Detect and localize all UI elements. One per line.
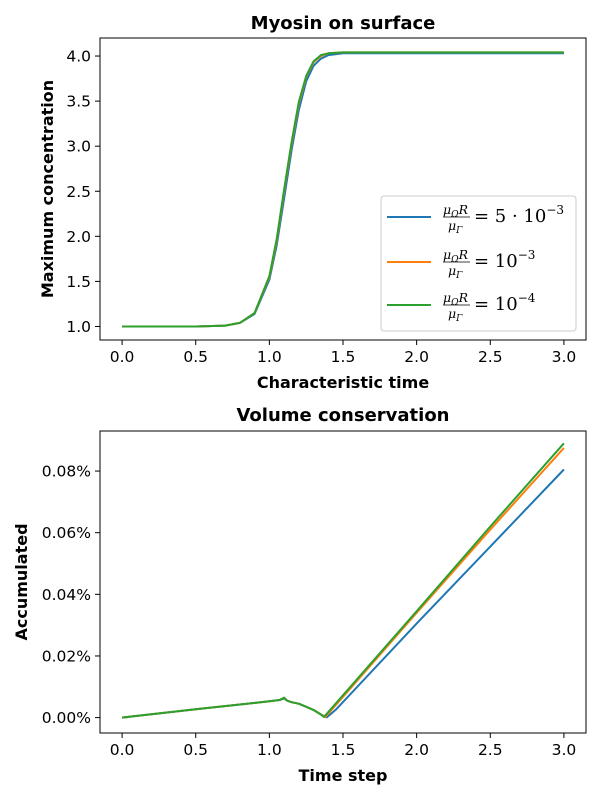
legend-label-2: μΩR μΓ = 10−3 bbox=[443, 247, 535, 281]
svg-text:= 10−3: = 10−3 bbox=[474, 248, 535, 272]
x-tick-label: 2.0 bbox=[404, 741, 429, 759]
legend: μΩR μΓ = 5 · 10−3 μΩR μΓ = 10−3 μΩR μΓ =… bbox=[380, 195, 577, 332]
x-tick-label: 2.5 bbox=[478, 348, 503, 366]
y-tick-label: 0.08% bbox=[42, 463, 91, 481]
x-tick-label: 1.0 bbox=[257, 741, 282, 759]
x-tick-label: 1.5 bbox=[331, 741, 356, 759]
y-tick-label: 1.5 bbox=[66, 273, 91, 291]
x-axis-label: Time step bbox=[299, 766, 388, 785]
x-tick-label: 3.0 bbox=[552, 741, 577, 759]
svg-text:μΩR: μΩR bbox=[443, 202, 468, 220]
legend-box bbox=[380, 195, 577, 332]
x-tick-label: 0.0 bbox=[110, 348, 135, 366]
y-tick-label: 0.02% bbox=[42, 647, 91, 665]
y-axis-label: Maximum concentration bbox=[38, 80, 57, 298]
series-group bbox=[122, 51, 564, 328]
series-line-2 bbox=[121, 447, 565, 719]
series-line-3 bbox=[121, 442, 565, 719]
y-tick-label: 3.5 bbox=[66, 93, 91, 111]
series-group bbox=[121, 442, 565, 719]
y-axis-label: Accumulated bbox=[12, 523, 31, 640]
plot-frame bbox=[99, 430, 587, 734]
chart-title: Myosin on surface bbox=[251, 13, 436, 34]
x-tick-label: 0.0 bbox=[110, 741, 135, 759]
y-axis: 0.00% 0.02% 0.04% 0.06% 0.08% bbox=[42, 463, 100, 727]
x-tick-label: 1.5 bbox=[331, 348, 356, 366]
x-axis: 0.0 0.5 1.0 1.5 2.0 2.5 3.0 bbox=[110, 733, 576, 759]
legend-label-3: μΩR μΓ = 10−4 bbox=[443, 290, 536, 324]
x-axis-label: Characteristic time bbox=[257, 373, 429, 392]
series-line-3 bbox=[122, 51, 564, 328]
y-tick-label: 0.04% bbox=[42, 586, 91, 604]
x-tick-label: 3.0 bbox=[552, 348, 577, 366]
x-tick-label: 0.5 bbox=[183, 348, 208, 366]
chart-volume-conservation: Volume conservation 0.0 0.5 1.0 1.5 2.0 2.5 3.… bbox=[12, 405, 587, 785]
y-tick-label: 2.0 bbox=[66, 228, 91, 246]
y-tick-label: 2.5 bbox=[66, 183, 91, 201]
x-tick-label: 2.5 bbox=[478, 741, 503, 759]
x-tick-label: 0.5 bbox=[183, 741, 208, 759]
y-tick-label: 0.06% bbox=[42, 524, 91, 542]
y-tick-label: 1.0 bbox=[66, 318, 91, 336]
chart-title: Volume conservation bbox=[236, 405, 449, 426]
x-axis: 0.0 0.5 1.0 1.5 2.0 2.5 3.0 bbox=[110, 340, 576, 366]
y-axis: 1.0 1.5 2.0 2.5 3.0 3.5 4.0 bbox=[66, 48, 100, 336]
chart-myosin-on-surface: Myosin on surface 0.0 0.5 1.0 1.5 2.0 2.5 3.0 … bbox=[38, 13, 587, 392]
y-tick-label: 3.0 bbox=[66, 138, 91, 156]
y-tick-label: 4.0 bbox=[66, 48, 91, 66]
svg-text:μΩR: μΩR bbox=[443, 290, 468, 308]
y-tick-label: 0.00% bbox=[42, 709, 91, 727]
series-line-1 bbox=[121, 468, 565, 719]
x-tick-label: 2.0 bbox=[404, 348, 429, 366]
svg-text:μΩR: μΩR bbox=[443, 247, 468, 265]
x-tick-label: 1.0 bbox=[257, 348, 282, 366]
